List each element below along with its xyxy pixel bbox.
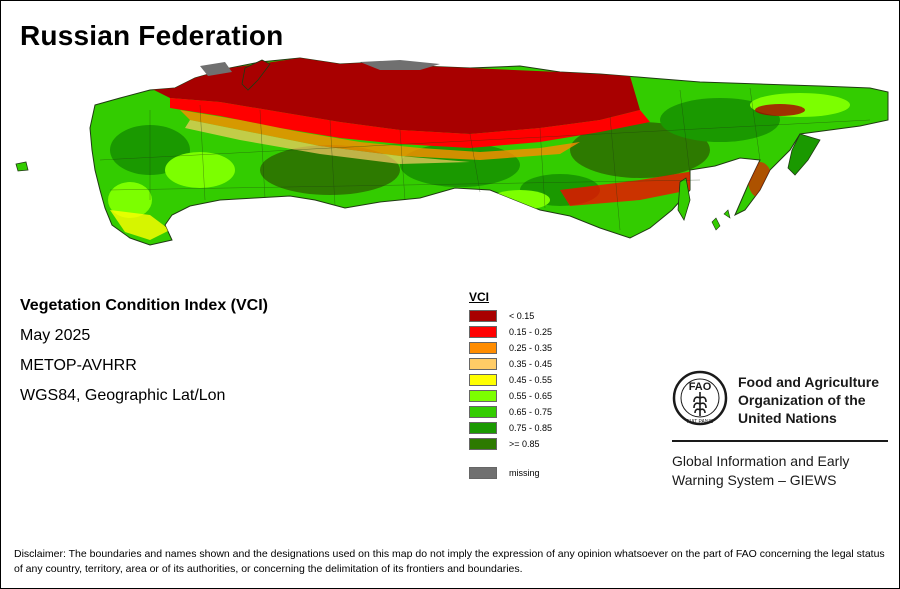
legend-item: 0.45 - 0.55 (469, 372, 552, 388)
missing-data-zone (360, 60, 440, 70)
fao-divider (672, 440, 888, 442)
northern-low-vci-zone (150, 58, 640, 134)
legend-item: 0.55 - 0.65 (469, 388, 552, 404)
legend-swatch (469, 390, 497, 402)
legend-items: < 0.15 0.15 - 0.25 0.25 - 0.35 0.35 - 0.45 0… (469, 308, 552, 452)
legend-item: 0.15 - 0.25 (469, 324, 552, 340)
legend-title: VCI (469, 290, 490, 304)
fao-logo-block: FAO FIAT PANIS Food and Agriculture Orga… (672, 370, 888, 490)
disclaimer-text: Disclaimer: The boundaries and names sho… (14, 548, 885, 575)
giews-name: Global Information and Early Warning Sys… (672, 452, 849, 490)
giews-line-1: Global Information and Early (672, 453, 850, 469)
legend-item: 0.75 - 0.85 (469, 420, 552, 436)
legend-item: < 0.15 (469, 308, 534, 324)
sensor-name: METOP-AVHRR (20, 357, 137, 374)
kuril-islands (711, 209, 731, 231)
legend-swatch (469, 374, 497, 386)
legend-label: 0.65 - 0.75 (509, 407, 553, 417)
legend-label: 0.25 - 0.35 (509, 343, 553, 353)
sakhalin-island (677, 177, 691, 221)
projection: WGS84, Geographic Lat/Lon (20, 387, 226, 404)
kamchatka-peninsula (787, 133, 821, 176)
map-title: Russian Federation (20, 20, 284, 51)
legend-item-missing: missing (469, 465, 540, 481)
legend-item: 0.35 - 0.45 (469, 356, 552, 372)
map-date: May 2025 (20, 327, 91, 344)
legend-item: 0.25 - 0.35 (469, 340, 552, 356)
legend-label: >= 0.85 (509, 439, 540, 449)
legend-swatch (469, 310, 497, 322)
fao-name-line-2: Organization of the (738, 392, 866, 408)
svg-text:FAO: FAO (689, 381, 712, 393)
fao-name-line-3: United Nations (738, 410, 837, 426)
fao-organization-name: Food and Agriculture Organization of the… (738, 373, 879, 427)
legend-label: 0.45 - 0.55 (509, 375, 553, 385)
kaliningrad-exclave (15, 161, 29, 172)
legend-swatch (469, 326, 497, 338)
index-name: Vegetation Condition Index (VCI) (20, 297, 268, 314)
legend-label: 0.35 - 0.45 (509, 359, 553, 369)
vci-map (15, 57, 889, 246)
legend-label: 0.55 - 0.65 (509, 391, 553, 401)
legend-swatch (469, 422, 497, 434)
legend-item: 0.65 - 0.75 (469, 404, 552, 420)
fao-emblem-icon: FAO FIAT PANIS (672, 370, 728, 426)
novaya-zemlya-island (241, 59, 271, 91)
legend-swatch (469, 342, 497, 354)
giews-line-2: Warning System – GIEWS (672, 472, 837, 488)
legend-label: < 0.15 (509, 311, 535, 321)
map-info: Vegetation Condition Index (VCI) May 202… (20, 296, 268, 416)
legend-swatch (469, 406, 497, 418)
vci-legend: VCI < 0.15 0.15 - 0.25 0.25 - 0.35 0.35 - 0… (469, 290, 552, 481)
svg-text:FIAT PANIS: FIAT PANIS (687, 419, 714, 425)
legend-swatch-missing (469, 467, 497, 479)
legend-label-missing: missing (509, 468, 540, 478)
fao-name-line-1: Food and Agriculture (738, 374, 880, 390)
legend-item: >= 0.85 (469, 436, 540, 452)
legend-label: 0.15 - 0.25 (509, 327, 553, 337)
legend-swatch (469, 438, 497, 450)
legend-label: 0.75 - 0.85 (509, 423, 553, 433)
legend-swatch (469, 358, 497, 370)
